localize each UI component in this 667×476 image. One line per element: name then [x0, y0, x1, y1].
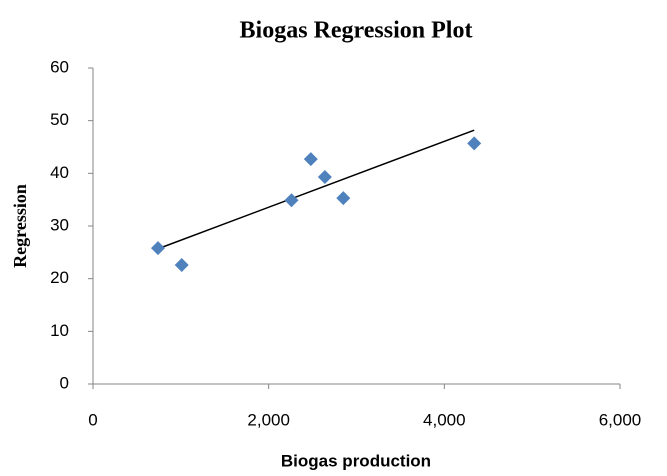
- y-tick-label: 50: [50, 110, 69, 129]
- x-tick-label: 2,000: [247, 410, 290, 429]
- y-axis-label: Regression: [10, 184, 30, 268]
- data-point: [336, 191, 351, 206]
- y-tick-label: 10: [50, 321, 69, 340]
- data-point: [303, 152, 318, 167]
- data-point: [150, 241, 165, 256]
- y-tick-label: 20: [50, 268, 69, 287]
- y-tick-label: 0: [60, 373, 69, 392]
- y-tick-label: 30: [50, 215, 69, 234]
- x-axis-label: Biogas production: [281, 451, 431, 470]
- y-tick-label: 60: [50, 57, 69, 76]
- data-point: [174, 257, 189, 272]
- data-point: [284, 193, 299, 208]
- data-point: [467, 136, 482, 151]
- trendline: [159, 129, 475, 249]
- chart-title: Biogas Regression Plot: [240, 18, 473, 44]
- data-point: [317, 170, 332, 185]
- x-tick-label: 6,000: [599, 410, 642, 429]
- x-tick-label: 0: [88, 410, 97, 429]
- y-tick-label: 40: [50, 163, 69, 182]
- x-tick-label: 4,000: [423, 410, 466, 429]
